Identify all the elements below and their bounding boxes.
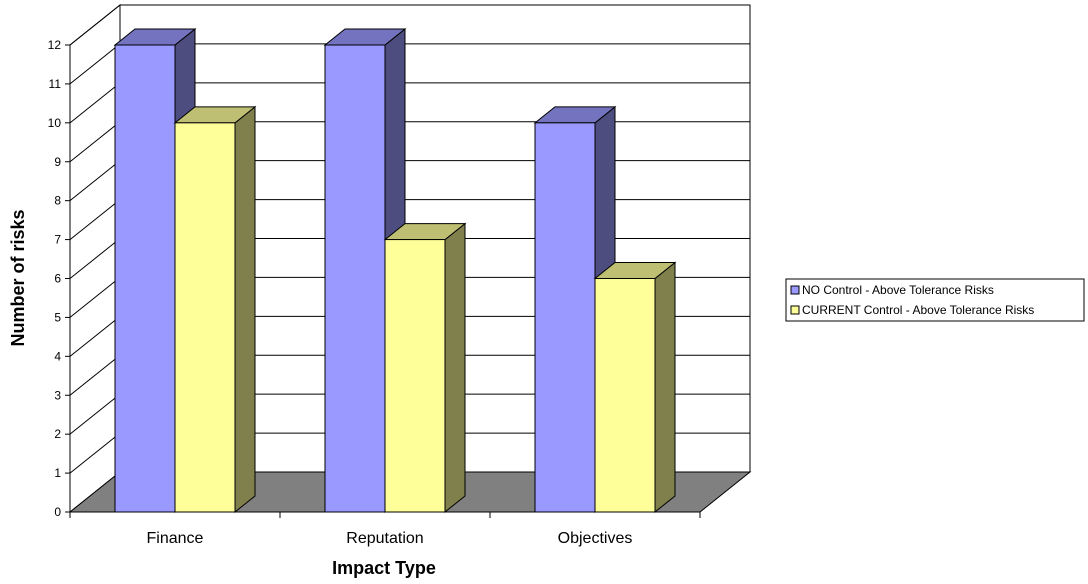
y-tick-label: 12	[48, 38, 62, 52]
gridline-side	[69, 393, 121, 435]
bar-current-control-objectives	[593, 261, 677, 514]
gridline-side	[69, 432, 121, 474]
y-tick-label: 0	[54, 505, 61, 519]
bar-side-face	[444, 222, 466, 514]
y-axis-title: Number of risks	[8, 209, 28, 346]
legend: NO Control - Above Tolerance Risks CURRE…	[785, 278, 1085, 322]
y-tick-label: 9	[54, 155, 61, 169]
legend-swatch-no-control	[790, 285, 800, 295]
bar-side-face	[234, 105, 256, 514]
x-axis-title: Impact Type	[332, 558, 436, 578]
bar-front-face	[594, 278, 656, 513]
y-tick-label: 2	[54, 427, 61, 441]
legend-label-no-control: NO Control - Above Tolerance Risks	[802, 283, 994, 297]
gridline-side	[69, 354, 121, 396]
gridline-side	[69, 121, 121, 163]
bar-front-face	[384, 239, 446, 513]
y-tick-label: 7	[54, 233, 61, 247]
y-tick-label: 4	[54, 349, 61, 363]
y-tick-label: 10	[48, 116, 62, 130]
bar-current-control-reputation	[383, 222, 467, 514]
gridline-side	[69, 43, 121, 85]
gridline-side	[69, 4, 121, 46]
legend-box	[785, 278, 1085, 322]
legend-label-current-control: CURRENT Control - Above Tolerance Risks	[802, 303, 1034, 317]
gridline-side	[69, 238, 121, 279]
x-category-label: Reputation	[346, 530, 423, 547]
x-category-label: Objectives	[558, 530, 633, 547]
legend-swatch-current-control	[790, 305, 800, 315]
bar-front-face	[324, 44, 386, 513]
y-tick-label: 5	[54, 310, 61, 324]
bar-current-control-finance	[173, 105, 257, 514]
bar-front-face	[114, 44, 176, 513]
gridline-side	[69, 160, 121, 202]
y-tick-label: 6	[54, 272, 61, 286]
bars	[113, 27, 677, 514]
y-tick-label: 3	[54, 388, 61, 402]
gridline-side	[69, 82, 121, 124]
x-category-labels: Finance Reputation Objectives	[147, 530, 633, 547]
x-category-label: Finance	[147, 530, 204, 547]
gridline-side	[69, 199, 121, 240]
bar-front-face	[174, 122, 236, 513]
y-tick-label: 1	[54, 466, 61, 480]
gridline-side	[69, 277, 121, 318]
y-tick-label: 8	[54, 194, 61, 208]
y-tick-label: 11	[49, 77, 62, 91]
gridline-side	[69, 315, 121, 357]
bar-side-face	[654, 261, 676, 514]
bar-front-face	[534, 122, 596, 513]
